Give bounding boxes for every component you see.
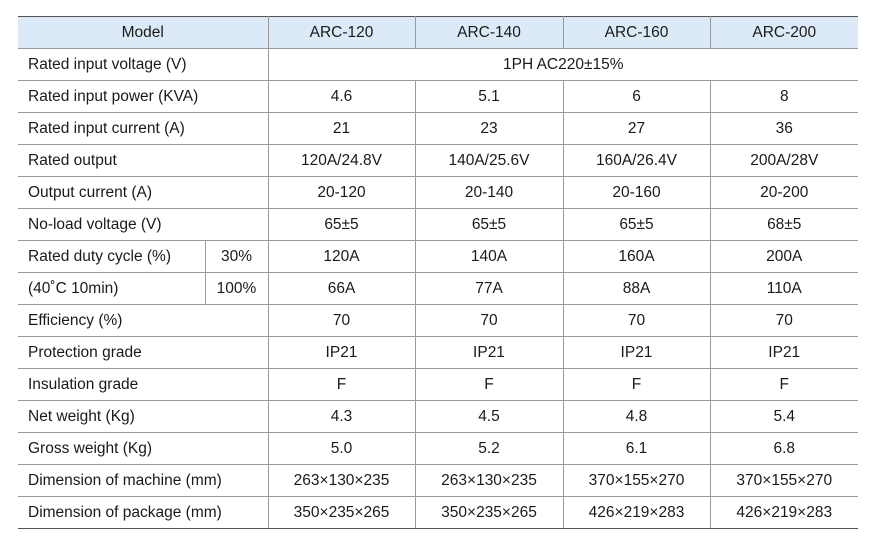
cell: IP21 — [267, 336, 416, 369]
row-label: Dimension of machine (mm) — [18, 464, 269, 497]
cell: 6 — [562, 80, 711, 113]
cell: 350×235×265 — [414, 496, 564, 529]
cell: IP21 — [709, 336, 858, 369]
cell: 27 — [562, 112, 711, 145]
cell: 4.5 — [414, 400, 564, 433]
spec-row: Rated output 120A/24.8V 140A/25.6V 160A/26.… — [18, 144, 858, 177]
model-header: ARC-200 — [709, 16, 858, 49]
spec-row: No-load voltage (V) 65±5 65±5 65±5 68±5 — [18, 208, 858, 241]
cell: IP21 — [562, 336, 711, 369]
cell: 20-120 — [267, 176, 416, 209]
cell: 70 — [267, 304, 416, 337]
cell: 66A — [267, 272, 416, 305]
cell: F — [709, 368, 858, 401]
row-label: Net weight (Kg) — [18, 400, 269, 433]
row-label: Rated input voltage (V) — [18, 48, 269, 81]
cell: 68±5 — [709, 208, 858, 241]
row-label: Rated input current (A) — [18, 112, 269, 145]
cell: 4.3 — [267, 400, 416, 433]
cell: 6.8 — [709, 432, 858, 465]
cell: F — [562, 368, 711, 401]
spec-row: Insulation grade F F F F — [18, 368, 858, 401]
sub-label: 30% — [204, 240, 269, 273]
cell: 370×155×270 — [709, 464, 858, 497]
cell: 426×219×283 — [562, 496, 711, 529]
cell: 20-200 — [709, 176, 858, 209]
spec-row: (40˚C 10min) 100% 66A 77A 88A 110A — [18, 272, 858, 305]
row-label: Protection grade — [18, 336, 269, 369]
cell: F — [267, 368, 416, 401]
header-row: Model ARC-120 ARC-140 ARC-160 ARC-200 — [18, 16, 858, 49]
spec-row: Net weight (Kg) 4.3 4.5 4.8 5.4 — [18, 400, 858, 433]
cell: 23 — [414, 112, 564, 145]
cell: 8 — [709, 80, 858, 113]
cell: 140A — [414, 240, 564, 273]
cell: 160A — [562, 240, 711, 273]
cell: 77A — [414, 272, 564, 305]
model-header: ARC-140 — [414, 16, 564, 49]
cell: 65±5 — [562, 208, 711, 241]
model-header: ARC-120 — [267, 16, 416, 49]
spec-row: Rated duty cycle (%) 30% 120A 140A 160A 200A — [18, 240, 858, 273]
row-label: Efficiency (%) — [18, 304, 269, 337]
cell: 200A/28V — [709, 144, 858, 177]
cell: 20-160 — [562, 176, 711, 209]
cell: 4.6 — [267, 80, 416, 113]
cell: 70 — [709, 304, 858, 337]
row-label: Rated duty cycle (%) — [18, 240, 206, 273]
spec-row: Rated input power (KVA) 4.6 5.1 6 8 — [18, 80, 858, 113]
cell: 5.1 — [414, 80, 564, 113]
cell: 110A — [709, 272, 858, 305]
cell: 70 — [562, 304, 711, 337]
cell: 263×130×235 — [414, 464, 564, 497]
cell: 65±5 — [414, 208, 564, 241]
row-label: Output current (A) — [18, 176, 269, 209]
spec-table: Model ARC-120 ARC-140 ARC-160 ARC-200 Rated i… — [18, 16, 858, 529]
header-label: Model — [18, 16, 269, 49]
cell: 160A/26.4V — [562, 144, 711, 177]
cell: 4.8 — [562, 400, 711, 433]
row-label: Dimension of package (mm) — [18, 496, 269, 529]
row-label: Gross weight (Kg) — [18, 432, 269, 465]
spec-row: Dimension of package (mm) 350×235×265 350×… — [18, 496, 858, 529]
cell: 370×155×270 — [562, 464, 711, 497]
row-label: Insulation grade — [18, 368, 269, 401]
cell: 5.0 — [267, 432, 416, 465]
cell: 200A — [709, 240, 858, 273]
cell: 21 — [267, 112, 416, 145]
spec-row: Gross weight (Kg) 5.0 5.2 6.1 6.8 — [18, 432, 858, 465]
spec-row: Efficiency (%) 70 70 70 70 — [18, 304, 858, 337]
cell: 5.2 — [414, 432, 564, 465]
cell: 20-140 — [414, 176, 564, 209]
spec-row: Rated input current (A) 21 23 27 36 — [18, 112, 858, 145]
cell: 36 — [709, 112, 858, 145]
cell: 140A/25.6V — [414, 144, 564, 177]
spec-row: Dimension of machine (mm) 263×130×235 263×… — [18, 464, 858, 497]
cell: 1PH AC220±15% — [267, 48, 858, 81]
sub-label: 100% — [204, 272, 269, 305]
cell: 350×235×265 — [267, 496, 416, 529]
spec-row: Rated input voltage (V) 1PH AC220±15% — [18, 48, 858, 81]
cell: IP21 — [414, 336, 564, 369]
cell: F — [414, 368, 564, 401]
cell: 120A/24.8V — [267, 144, 416, 177]
cell: 263×130×235 — [267, 464, 416, 497]
cell: 5.4 — [709, 400, 858, 433]
table-body: Model ARC-120 ARC-140 ARC-160 ARC-200 Rated i… — [18, 16, 858, 529]
row-label: Rated input power (KVA) — [18, 80, 269, 113]
cell: 88A — [562, 272, 711, 305]
cell: 426×219×283 — [709, 496, 858, 529]
row-label: (40˚C 10min) — [18, 272, 206, 305]
row-label: Rated output — [18, 144, 269, 177]
spec-row: Output current (A) 20-120 20-140 20-160 20-2… — [18, 176, 858, 209]
spec-row: Protection grade IP21 IP21 IP21 IP21 — [18, 336, 858, 369]
cell: 6.1 — [562, 432, 711, 465]
model-header: ARC-160 — [562, 16, 711, 49]
cell: 120A — [267, 240, 416, 273]
row-label: No-load voltage (V) — [18, 208, 269, 241]
cell: 65±5 — [267, 208, 416, 241]
cell: 70 — [414, 304, 564, 337]
